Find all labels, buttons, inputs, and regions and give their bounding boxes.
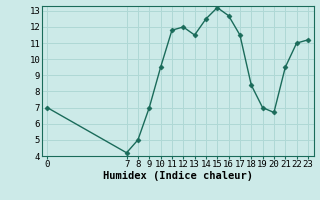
X-axis label: Humidex (Indice chaleur): Humidex (Indice chaleur) bbox=[103, 171, 252, 181]
